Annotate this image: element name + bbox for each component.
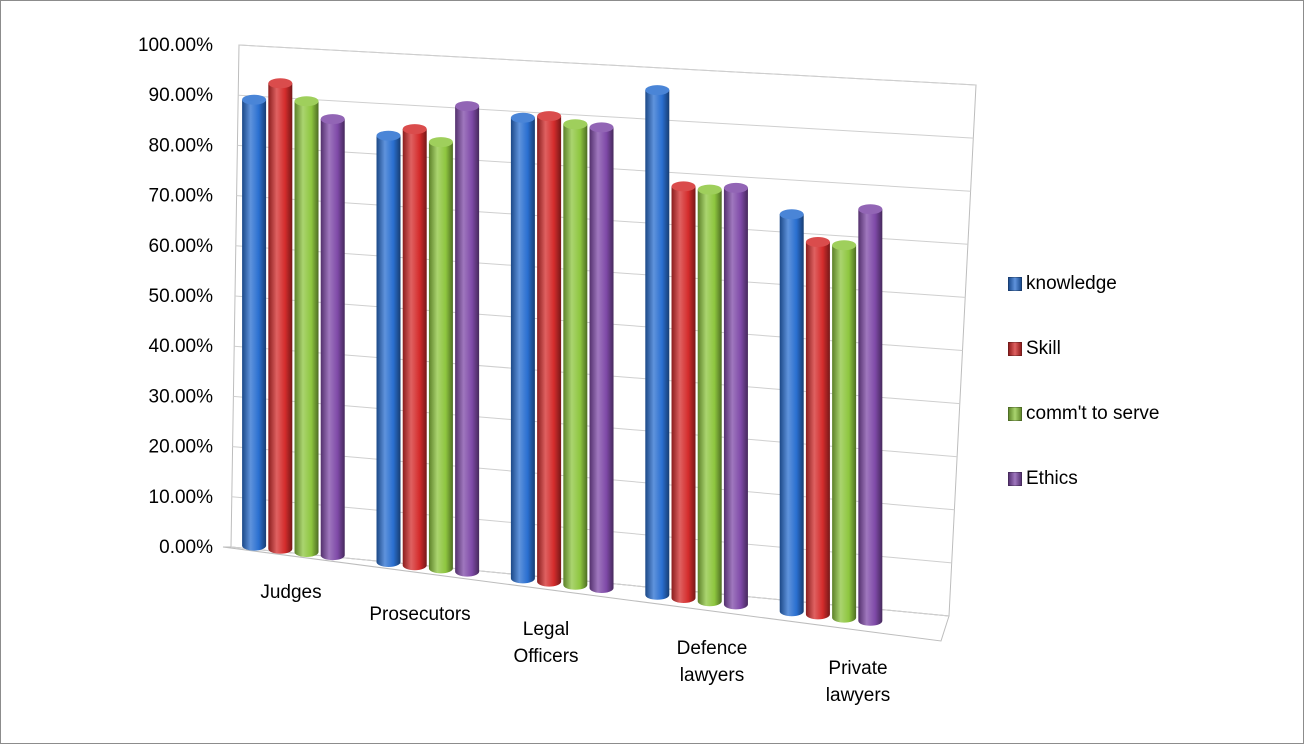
x-axis-ticks: Judges Prosecutors Legal Officers Defence law… bbox=[260, 582, 890, 706]
bar bbox=[510, 112, 535, 584]
y-tick-label: 70.00% bbox=[149, 186, 214, 207]
bar bbox=[697, 184, 722, 607]
y-axis-ticks: 0.00% 10.00% 20.00% 30.00% 40.00% 50.00% 60.00… bbox=[138, 35, 213, 558]
bar-top bbox=[455, 101, 480, 112]
bar-body bbox=[428, 142, 453, 574]
bar-body bbox=[320, 119, 345, 561]
bar-top bbox=[320, 114, 345, 125]
bar bbox=[294, 96, 319, 557]
bar bbox=[645, 85, 670, 600]
gridline bbox=[238, 44, 977, 86]
bar-top bbox=[268, 78, 293, 89]
legend-label: comm't to serve bbox=[1026, 402, 1160, 424]
y-tick-label: 30.00% bbox=[149, 386, 214, 407]
bar-body bbox=[402, 129, 427, 571]
x-tick-label: Defence lawyers bbox=[677, 638, 748, 686]
x-tick-label: Private lawyers bbox=[826, 658, 890, 706]
bar-body bbox=[268, 83, 293, 554]
bar bbox=[537, 111, 562, 587]
y-tick-label: 80.00% bbox=[149, 135, 214, 156]
bar bbox=[563, 119, 588, 590]
bar-body bbox=[723, 187, 748, 610]
bar-body bbox=[779, 214, 804, 617]
bar-top bbox=[858, 204, 883, 215]
y-tick-label: 40.00% bbox=[149, 336, 214, 357]
bar-top bbox=[723, 182, 748, 193]
bar bbox=[376, 130, 401, 567]
bar-top bbox=[832, 240, 857, 251]
bar-top bbox=[510, 112, 535, 123]
bar-body bbox=[294, 101, 319, 557]
y-tick-label: 100.00% bbox=[138, 35, 213, 56]
bar bbox=[832, 240, 857, 623]
bar-top bbox=[645, 85, 670, 96]
bar bbox=[858, 204, 883, 626]
x-tick-label: Prosecutors bbox=[369, 604, 470, 625]
legend-item: Ethics bbox=[1008, 446, 1160, 511]
bar-body bbox=[510, 117, 535, 584]
gridline bbox=[238, 94, 974, 139]
bar-top bbox=[402, 124, 427, 135]
x-tick-label: Judges bbox=[260, 582, 321, 603]
bar-body bbox=[455, 106, 480, 577]
legend-label: knowledge bbox=[1026, 272, 1117, 294]
bar-body bbox=[805, 241, 830, 620]
bar-body bbox=[537, 116, 562, 587]
bar-top bbox=[537, 111, 562, 122]
legend: knowledge Skill comm't to serve Ethics bbox=[1008, 251, 1160, 511]
bar-body bbox=[242, 99, 267, 551]
bars bbox=[242, 78, 883, 626]
y-tick-label: 90.00% bbox=[149, 85, 214, 106]
bar-body bbox=[832, 245, 857, 623]
y-tick-label: 50.00% bbox=[149, 286, 214, 307]
legend-swatch bbox=[1008, 341, 1022, 356]
bar bbox=[320, 114, 345, 561]
legend-label: Ethics bbox=[1026, 467, 1078, 489]
bar-top bbox=[563, 119, 588, 130]
bar-top bbox=[779, 209, 804, 220]
bar bbox=[455, 101, 480, 577]
legend-item: comm't to serve bbox=[1008, 381, 1160, 446]
bar-top bbox=[805, 236, 830, 247]
legend-swatch bbox=[1008, 471, 1022, 486]
y-tick-label: 10.00% bbox=[149, 487, 214, 508]
x-tick-label: Legal Officers bbox=[513, 619, 578, 667]
bar bbox=[779, 209, 804, 617]
legend-item: knowledge bbox=[1008, 251, 1160, 316]
bar bbox=[805, 236, 830, 620]
bar-top bbox=[376, 130, 401, 141]
bar bbox=[428, 137, 453, 574]
legend-swatch bbox=[1008, 406, 1022, 421]
bar-body bbox=[697, 189, 722, 607]
bar-body bbox=[563, 124, 588, 590]
y-tick-label: 0.00% bbox=[159, 537, 213, 558]
bar-top bbox=[589, 122, 614, 133]
bar-body bbox=[858, 209, 883, 626]
bar-body bbox=[376, 135, 401, 567]
bar bbox=[242, 94, 267, 551]
bar bbox=[268, 78, 293, 554]
bar bbox=[589, 122, 614, 593]
bar-body bbox=[645, 90, 670, 600]
bar-top bbox=[697, 184, 722, 195]
bar-top bbox=[294, 96, 319, 107]
y-tick-label: 60.00% bbox=[149, 236, 214, 257]
y-tick-label: 20.00% bbox=[149, 437, 214, 458]
bar-top bbox=[428, 137, 453, 148]
bar-body bbox=[589, 127, 614, 593]
bar-top bbox=[242, 94, 267, 105]
bar-body bbox=[671, 186, 696, 603]
bar bbox=[402, 124, 427, 571]
legend-swatch bbox=[1008, 276, 1022, 291]
legend-item: Skill bbox=[1008, 316, 1160, 381]
bar bbox=[723, 182, 748, 610]
legend-label: Skill bbox=[1026, 337, 1061, 359]
bar bbox=[671, 181, 696, 603]
bar-top bbox=[671, 181, 696, 192]
